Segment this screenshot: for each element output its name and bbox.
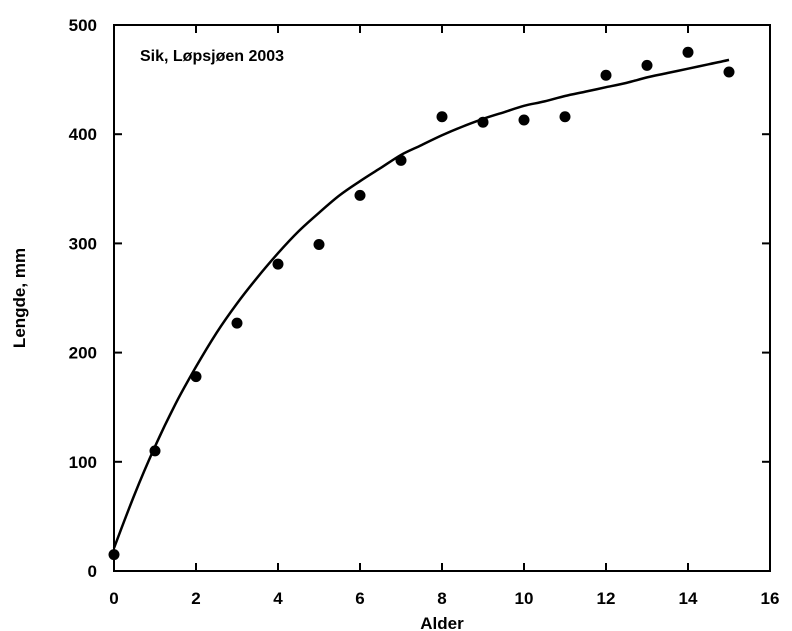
x-tick-label: 8 xyxy=(437,589,446,608)
data-point xyxy=(559,111,571,123)
data-point xyxy=(682,46,694,58)
data-point xyxy=(231,317,243,329)
data-point xyxy=(395,154,407,166)
y-tick-label: 500 xyxy=(69,16,97,35)
y-axis-title: Lengde, mm xyxy=(10,248,29,348)
data-point xyxy=(600,69,612,81)
x-tick-label: 4 xyxy=(273,589,283,608)
data-point xyxy=(723,66,735,78)
data-point xyxy=(108,549,120,561)
data-point xyxy=(190,371,202,383)
tick-labels: 0 2 4 6 8 10 12 14 16 0 100 200 300 400 500 xyxy=(69,16,780,608)
data-points xyxy=(108,46,735,561)
y-tick-label: 300 xyxy=(69,234,97,253)
data-point xyxy=(477,116,489,128)
axis-ticks xyxy=(113,24,771,572)
x-tick-label: 14 xyxy=(679,589,698,608)
y-tick-label: 400 xyxy=(69,125,97,144)
x-tick-label: 0 xyxy=(109,589,118,608)
data-point xyxy=(641,59,653,71)
data-point xyxy=(518,114,530,126)
data-point xyxy=(149,445,161,457)
x-tick-label: 12 xyxy=(597,589,616,608)
data-point xyxy=(272,258,284,270)
x-axis-title: Alder xyxy=(420,614,464,631)
x-tick-label: 2 xyxy=(191,589,200,608)
data-point xyxy=(313,238,325,250)
y-tick-label: 0 xyxy=(88,562,97,581)
x-tick-label: 6 xyxy=(355,589,364,608)
fitted-curve xyxy=(112,58,730,549)
y-tick-label: 100 xyxy=(69,453,97,472)
data-point xyxy=(436,111,448,123)
data-point xyxy=(354,189,366,201)
x-tick-label: 10 xyxy=(515,589,534,608)
plot-frame xyxy=(113,24,771,572)
chart-annotation: Sik, Løpsjøen 2003 xyxy=(140,48,284,65)
x-tick-label: 16 xyxy=(761,589,780,608)
y-tick-label: 200 xyxy=(69,344,97,363)
